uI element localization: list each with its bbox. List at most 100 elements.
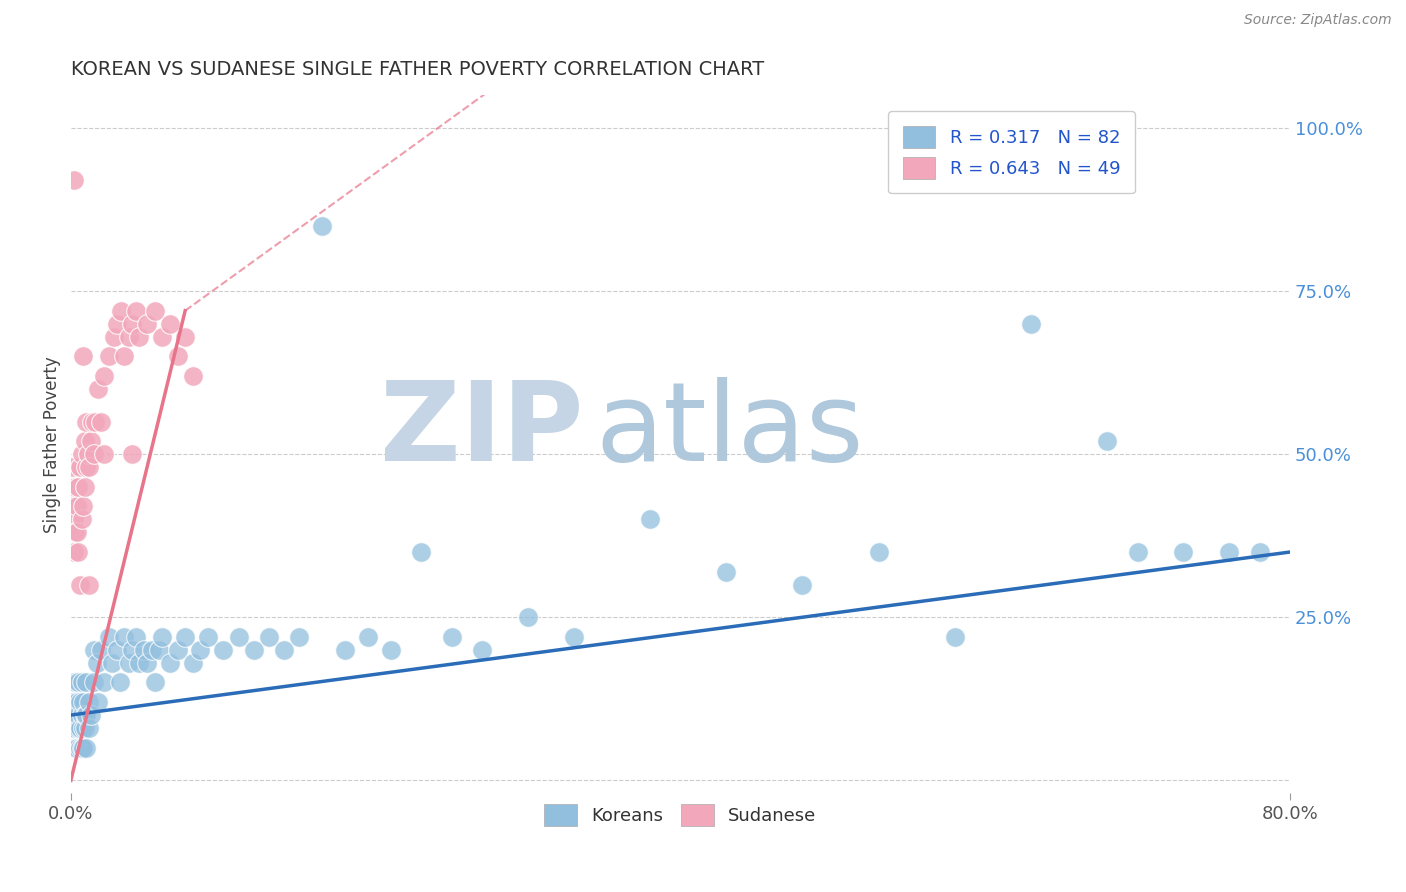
Point [105, 317, 128, 331]
Point [98, 630, 121, 644]
Point [67, 545, 90, 559]
Point [125, 630, 148, 644]
Point [73, 480, 96, 494]
Point [72, 500, 94, 514]
Point [69, 460, 91, 475]
Point [562, 630, 585, 644]
Point [181, 656, 204, 670]
Point [128, 330, 150, 344]
Point [174, 630, 197, 644]
Point [76, 447, 98, 461]
Point [143, 303, 166, 318]
Point [70, 675, 93, 690]
Point [60, 721, 83, 735]
Point [63, 512, 86, 526]
Point [150, 630, 173, 644]
Point [121, 643, 143, 657]
Point [72, 721, 94, 735]
Point [75, 460, 97, 475]
Point [70, 512, 93, 526]
Point [73, 708, 96, 723]
Point [257, 630, 280, 644]
Point [136, 317, 159, 331]
Point [93, 675, 115, 690]
Point [73, 721, 96, 735]
Point [517, 610, 540, 624]
Point [1019, 317, 1042, 331]
Point [159, 317, 181, 331]
Point [132, 643, 155, 657]
Point [112, 630, 135, 644]
Point [638, 512, 661, 526]
Point [98, 349, 121, 363]
Point [84, 415, 107, 429]
Point [63, 173, 86, 187]
Point [125, 303, 148, 318]
Point [1126, 545, 1149, 559]
Point [93, 447, 115, 461]
Point [75, 740, 97, 755]
Point [67, 480, 90, 494]
Point [1095, 434, 1118, 449]
Point [1173, 545, 1195, 559]
Point [69, 740, 91, 755]
Point [1218, 545, 1240, 559]
Point [77, 577, 100, 591]
Point [159, 656, 181, 670]
Point [242, 643, 264, 657]
Point [143, 675, 166, 690]
Point [288, 630, 311, 644]
Point [66, 708, 89, 723]
Point [112, 349, 135, 363]
Text: ZIP: ZIP [380, 377, 583, 484]
Point [73, 434, 96, 449]
Point [190, 643, 212, 657]
Point [118, 656, 141, 670]
Point [70, 740, 93, 755]
Point [101, 656, 124, 670]
Point [83, 675, 105, 690]
Point [380, 643, 402, 657]
Text: KOREAN VS SUDANESE SINGLE FATHER POVERTY CORRELATION CHART: KOREAN VS SUDANESE SINGLE FATHER POVERTY… [70, 60, 763, 78]
Point [67, 721, 90, 735]
Point [943, 630, 966, 644]
Point [90, 643, 112, 657]
Point [66, 500, 89, 514]
Point [66, 695, 89, 709]
Point [1249, 545, 1271, 559]
Point [86, 656, 108, 670]
Point [66, 525, 89, 540]
Point [87, 695, 110, 709]
Point [63, 545, 86, 559]
Legend: Koreans, Sudanese: Koreans, Sudanese [537, 797, 824, 833]
Point [174, 330, 197, 344]
Point [70, 447, 93, 461]
Point [69, 577, 91, 591]
Point [121, 317, 143, 331]
Point [63, 695, 86, 709]
Point [714, 565, 737, 579]
Point [105, 643, 128, 657]
Point [83, 643, 105, 657]
Point [103, 330, 125, 344]
Point [212, 643, 235, 657]
Point [118, 330, 141, 344]
Point [79, 434, 101, 449]
Point [197, 630, 219, 644]
Point [128, 656, 150, 670]
Point [273, 643, 295, 657]
Point [121, 447, 143, 461]
Point [63, 708, 86, 723]
Point [87, 382, 110, 396]
Point [65, 525, 87, 540]
Point [60, 460, 83, 475]
Point [148, 643, 170, 657]
Point [75, 675, 97, 690]
Point [411, 545, 433, 559]
Point [67, 708, 90, 723]
Point [70, 708, 93, 723]
Point [75, 415, 97, 429]
Point [440, 630, 463, 644]
Point [82, 415, 104, 429]
Point [471, 643, 494, 657]
